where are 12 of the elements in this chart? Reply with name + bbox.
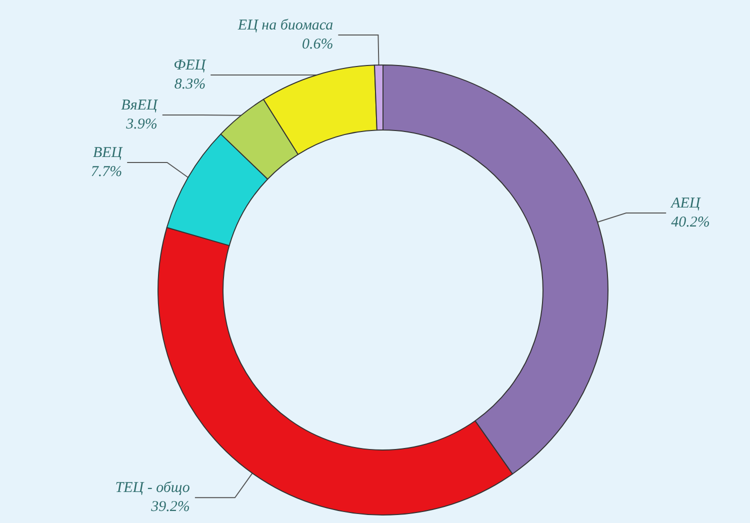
slice-label: ЕЦ на биомаса [236,18,334,34]
slice-label: ВяЕЦ [121,98,159,114]
slice-label: ВЕЦ [92,145,124,161]
slice-label: ТЕЦ - общо [115,480,190,496]
data-label: 7.7% [90,164,122,180]
data-label: 8.3% [174,76,206,93]
data-label: 3.9% [125,116,158,133]
data-label: 0.6% [302,36,334,53]
data-label: 40.2% [671,214,710,231]
data-label: 39.2% [150,499,190,516]
slice-label: АЕЦ [670,196,702,212]
slice-label: ФЕЦ [174,58,207,74]
